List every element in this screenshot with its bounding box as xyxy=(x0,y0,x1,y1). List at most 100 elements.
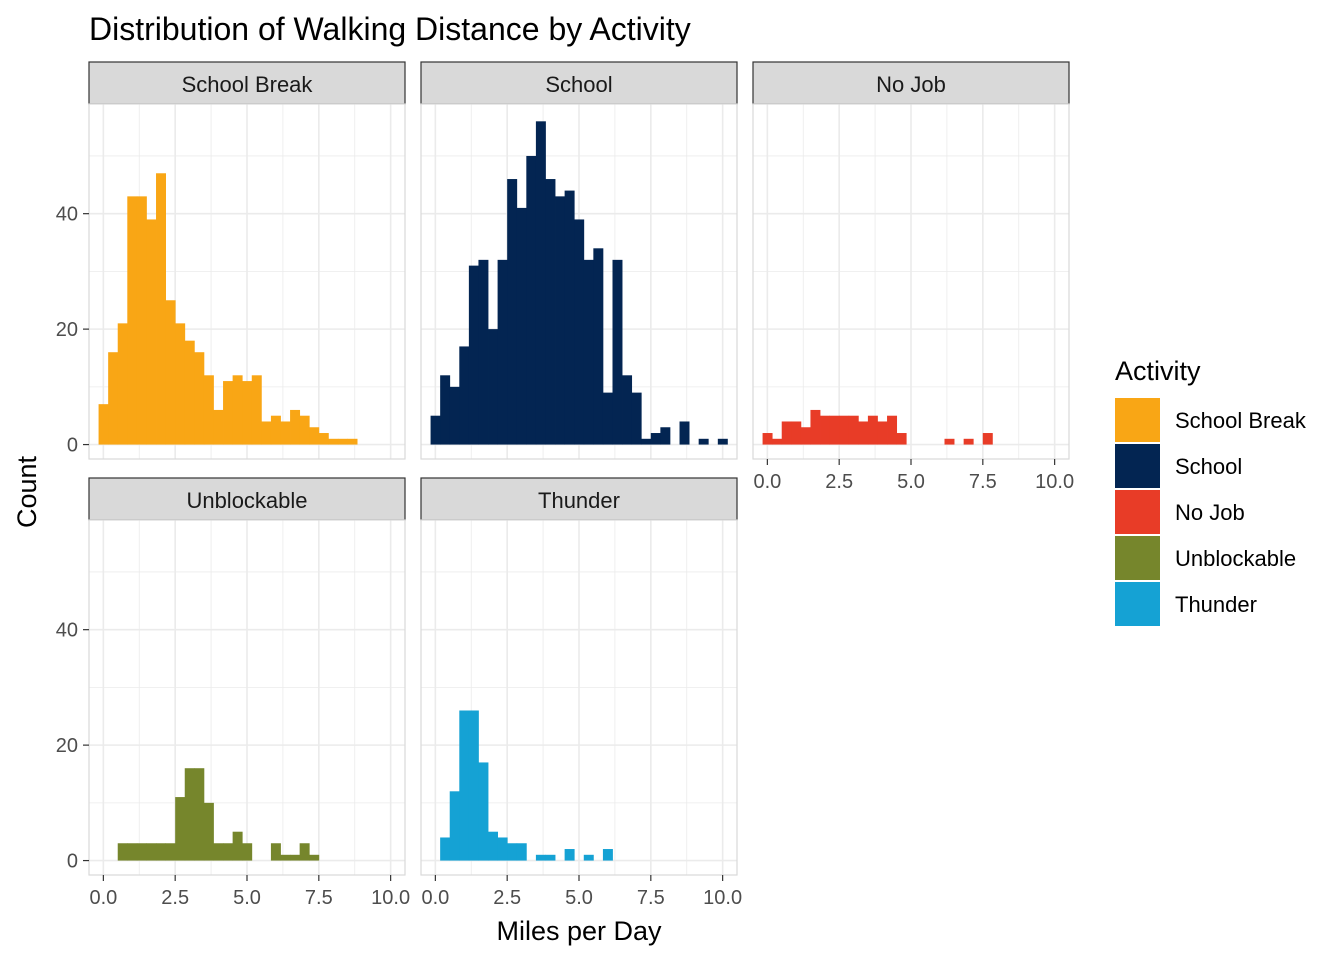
legend-title: Activity xyxy=(1115,356,1201,386)
histogram-bar xyxy=(478,259,489,445)
facet-panel: School xyxy=(420,61,738,460)
histogram-bar xyxy=(184,768,195,861)
histogram-bar xyxy=(564,190,575,445)
histogram-bar xyxy=(146,219,157,445)
histogram-bar xyxy=(535,854,546,861)
x-tick-label: 5.0 xyxy=(565,887,593,909)
histogram-bar xyxy=(781,421,792,445)
facet-strip xyxy=(88,477,406,521)
histogram-bar xyxy=(641,438,652,445)
x-axis-title: Miles per Day xyxy=(496,916,662,946)
histogram-bar xyxy=(213,409,224,445)
histogram-bar xyxy=(887,415,898,445)
histogram-bar xyxy=(545,179,556,445)
histogram-bar xyxy=(820,415,830,445)
histogram-bar xyxy=(488,329,498,445)
histogram-bar xyxy=(175,797,186,861)
histogram-bar xyxy=(762,433,773,445)
facet-panel: No Job 0.0 2.5 5.0 7.5 10.0 xyxy=(752,61,1074,493)
histogram-bar xyxy=(982,433,993,445)
y-tick-label: 0 xyxy=(67,435,78,457)
histogram-bar xyxy=(459,710,470,861)
histogram-bar xyxy=(127,843,138,861)
histogram-bar xyxy=(839,415,850,445)
legend: Activity School Break School No Job Unblock… xyxy=(1115,356,1307,626)
x-tick-label: 2.5 xyxy=(493,887,521,909)
histogram-bar xyxy=(440,375,451,445)
facet-strip-label: Unblockable xyxy=(186,488,307,513)
histogram-bar xyxy=(117,323,128,445)
x-tick-label: 10.0 xyxy=(703,887,742,909)
histogram-bar xyxy=(516,843,527,861)
histogram-bar xyxy=(507,843,518,861)
y-tick-label: 20 xyxy=(56,319,78,341)
histogram-bar xyxy=(136,843,147,861)
histogram-bar xyxy=(440,837,451,861)
facet-strip-label: No Job xyxy=(876,72,946,97)
histogram-bar xyxy=(328,438,339,445)
legend-swatch xyxy=(1115,582,1160,626)
y-tick-label: 40 xyxy=(56,204,78,226)
x-tick-label: 0.0 xyxy=(753,471,781,493)
histogram-bar xyxy=(535,121,546,445)
y-axis-title: Count xyxy=(12,455,42,528)
histogram-bar xyxy=(251,375,262,445)
x-tick-label: 0.0 xyxy=(89,887,117,909)
histogram-bar xyxy=(449,386,460,445)
histogram-bar xyxy=(829,415,840,445)
legend-swatch xyxy=(1115,398,1160,442)
facet-panel: School Break 0 20 40 xyxy=(56,61,406,460)
histogram-bar xyxy=(593,248,604,445)
histogram-bar xyxy=(622,375,633,445)
y-tick-label: 20 xyxy=(56,735,78,757)
histogram-bar xyxy=(944,438,955,445)
facet-panel: Thunder 0.0 2.5 5.0 7.5 10.0 xyxy=(420,477,742,909)
legend-swatch xyxy=(1115,536,1160,580)
histogram-bar xyxy=(858,421,869,445)
histogram-bar xyxy=(602,849,613,861)
facet-strip xyxy=(752,61,1070,105)
histogram-bar xyxy=(156,173,166,445)
histogram-bar xyxy=(175,323,186,445)
histogram-bar xyxy=(270,843,281,861)
facet-strip xyxy=(420,477,738,521)
histogram-bar xyxy=(574,219,585,445)
histogram-bar xyxy=(717,438,728,445)
histogram-bar xyxy=(165,300,176,445)
histogram-bar xyxy=(507,179,518,445)
chart-title: Distribution of Walking Distance by Acti… xyxy=(89,11,691,47)
histogram-bar xyxy=(165,843,176,861)
facet-strip xyxy=(420,61,738,105)
histogram-bar xyxy=(242,381,253,445)
histogram-bar xyxy=(223,843,234,861)
histogram-bar xyxy=(127,196,138,445)
x-tick-label: 2.5 xyxy=(161,887,189,909)
x-tick-label: 10.0 xyxy=(1035,471,1074,493)
legend-label: School Break xyxy=(1175,408,1307,433)
histogram-bar xyxy=(497,259,508,445)
histogram-bar xyxy=(146,843,157,861)
histogram-bar xyxy=(791,421,802,445)
histogram-bar xyxy=(564,849,575,861)
histogram-bar xyxy=(290,854,301,861)
histogram-bar xyxy=(309,854,320,861)
legend-swatch xyxy=(1115,490,1160,534)
facet-strip-label: Thunder xyxy=(538,488,620,513)
histogram-bar xyxy=(800,427,811,445)
histogram-bar xyxy=(698,438,709,445)
facet-panel: Unblockable 0 20 40 0.0 2.5 5.0 7.5 10.0 xyxy=(56,477,410,909)
histogram-bar xyxy=(468,265,479,445)
histogram-bar xyxy=(261,421,272,445)
x-tick-label: 7.5 xyxy=(305,887,333,909)
histogram-bar xyxy=(280,854,291,861)
histogram-bar xyxy=(136,196,147,445)
y-tick-label: 40 xyxy=(56,620,78,642)
histogram-bar xyxy=(232,375,243,445)
histogram-bar xyxy=(963,438,974,445)
histogram-bar xyxy=(545,854,556,861)
histogram-bar xyxy=(602,392,613,445)
legend-label: No Job xyxy=(1175,500,1245,525)
histogram-bar xyxy=(679,421,690,445)
histogram-bar xyxy=(867,415,878,445)
